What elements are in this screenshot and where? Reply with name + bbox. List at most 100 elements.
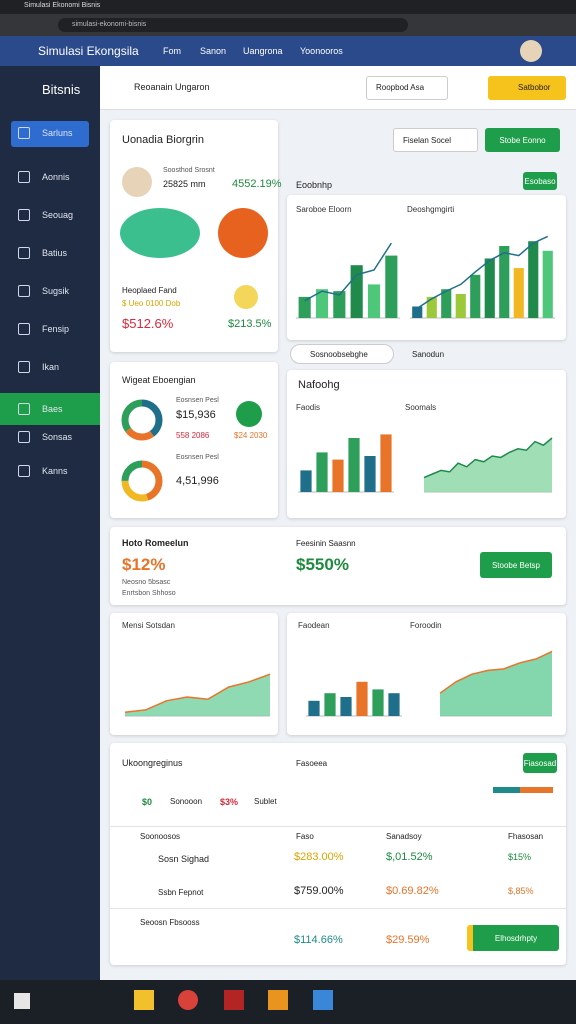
sidebar-label: Baes: [42, 404, 63, 414]
button[interactable]: Fiasosad: [523, 753, 557, 773]
note: $ Ueo 0100 Dob: [122, 299, 181, 308]
app-title: Simulasi Ekongsila: [38, 44, 139, 58]
filter[interactable]: [290, 344, 394, 364]
value: $12%: [122, 555, 166, 574]
icon: [18, 403, 30, 415]
value: 25825 mm: [163, 179, 206, 189]
card-title: Ukoongreginus: [122, 758, 183, 768]
primary-button[interactable]: [488, 76, 566, 100]
icon: [236, 401, 262, 427]
icon: [18, 323, 30, 335]
app-icon[interactable]: [134, 990, 154, 1010]
sidebar-item[interactable]: Aonnis: [0, 160, 100, 194]
sidebar-item[interactable]: Batius: [0, 236, 100, 270]
icon: [18, 431, 30, 443]
value: $213.5%: [228, 318, 272, 330]
stat: Sonooon: [170, 797, 203, 806]
value: $15,936: [176, 409, 216, 421]
value: $24 2030: [234, 431, 268, 440]
value: 4552.19%: [232, 178, 282, 190]
cell: Seoosn Fbsooss: [140, 918, 200, 927]
nav-item[interactable]: Fom: [163, 46, 181, 56]
sidebar: Bitsnis: [0, 66, 100, 980]
start-button[interactable]: [14, 993, 30, 1009]
chart-card: [110, 613, 278, 735]
avatar[interactable]: [520, 40, 542, 62]
button[interactable]: Stoobe Betsp: [480, 552, 552, 578]
app-icon[interactable]: [268, 990, 288, 1010]
sidebar-item[interactable]: Ikan: [0, 350, 100, 384]
card-title: Wigeat Eboengian: [122, 375, 196, 385]
label: Fasoeea: [296, 759, 328, 768]
filter-label: Sosnoobsebghe: [310, 350, 368, 359]
value: 4,51,996: [176, 475, 219, 487]
label: Eoobnhp: [296, 180, 333, 190]
progress: [493, 787, 553, 793]
sidebar-item[interactable]: Kanns: [0, 454, 100, 488]
panel-title: Nafoohg: [298, 379, 340, 391]
nav-item[interactable]: Sanon: [200, 46, 227, 56]
sidebar-label: Aonnis: [42, 172, 70, 182]
label: Eosnsen Pesl: [176, 397, 219, 404]
nav-item[interactable]: Yoonooros: [300, 46, 343, 56]
col-header: Sanadsoy: [386, 832, 422, 841]
avatar: [234, 285, 258, 309]
map-graphic: [218, 208, 268, 258]
nav-item[interactable]: Uangrona: [243, 46, 283, 56]
sidebar-label: Kanns: [42, 466, 68, 476]
wallet-card: [110, 362, 278, 518]
app-icon[interactable]: [178, 990, 198, 1010]
label: Heoplaed Fand: [122, 286, 177, 295]
sidebar-item[interactable]: Seouag: [0, 198, 100, 232]
stat: Sublet: [254, 797, 277, 806]
brand: Bitsnis: [42, 82, 81, 97]
icon: [18, 209, 30, 221]
col-header: Soonoosos: [140, 832, 181, 841]
button[interactable]: Elhosdrhpty: [467, 925, 559, 951]
col-header: Fhasosan: [508, 832, 544, 841]
select[interactable]: [366, 76, 448, 100]
select[interactable]: [393, 128, 478, 152]
sidebar-item[interactable]: Sarluns: [0, 116, 100, 150]
url-field[interactable]: [58, 18, 408, 32]
stat: $3%: [220, 797, 239, 807]
select-label: Roopbod Asa: [376, 83, 425, 92]
label: Enrtsbon Shhoso: [122, 590, 176, 597]
sidebar-label: Ikan: [42, 362, 60, 372]
cell: $759.00%: [294, 885, 344, 897]
tab-title[interactable]: Simulasi Ekonomi Bisnis: [24, 2, 101, 9]
sidebar-label: Seouag: [42, 210, 74, 220]
cell: $29.59%: [386, 934, 430, 946]
icon: [18, 171, 30, 183]
app-icon[interactable]: [313, 990, 333, 1010]
chart-card: [287, 370, 566, 518]
sidebar-item[interactable]: Baes: [0, 392, 100, 426]
label: Feesinin Saasnn: [296, 539, 356, 548]
sidebar-item[interactable]: Sugsik: [0, 274, 100, 308]
stat: $0: [142, 797, 153, 807]
button[interactable]: Stobe Eonno: [485, 128, 560, 152]
map-graphic: [120, 208, 200, 258]
app-icon[interactable]: [224, 990, 244, 1010]
label: Neosno 5bsasc: [122, 579, 171, 586]
cell: $,85%: [508, 886, 534, 896]
cell: $0.69.82%: [386, 885, 439, 897]
button-label: Satbobor: [518, 83, 551, 92]
url: simulasi-ekonomi-bisnis: [72, 21, 147, 28]
icon: [18, 465, 30, 477]
sidebar-item[interactable]: Sonsas: [0, 420, 100, 454]
button[interactable]: Esobaso: [523, 172, 557, 190]
cell: $15%: [508, 852, 532, 862]
select-label: Fiselan Socel: [403, 136, 452, 145]
cell: Ssbn Fepnot: [158, 888, 204, 897]
address-bar: simulasi-ekonomi-bisnis: [0, 14, 576, 36]
sidebar-item[interactable]: Fensip: [0, 312, 100, 346]
search[interactable]: Reoanain Ungaron: [134, 82, 210, 92]
tab-bar: Simulasi Ekonomi Bisnis: [0, 0, 576, 14]
sidebar-label: Batius: [42, 248, 68, 258]
cell: $114.66%: [294, 934, 343, 946]
sidebar-label: Sugsik: [42, 286, 70, 296]
filter-label[interactable]: Sanodun: [412, 350, 445, 359]
sidebar-label: Sarluns: [42, 128, 73, 138]
